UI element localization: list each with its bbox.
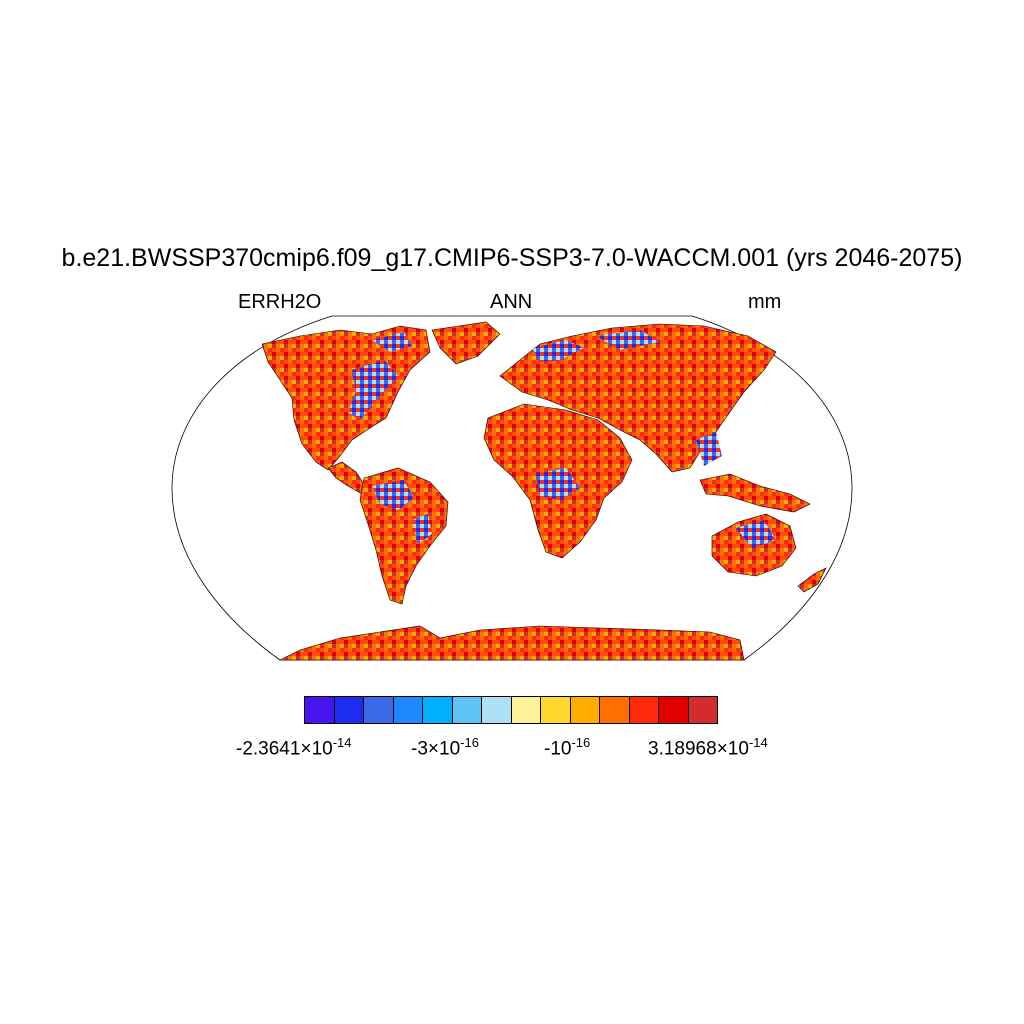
colorbar-swatch bbox=[659, 697, 689, 723]
colorbar-label-max: 3.18968×10-14 bbox=[648, 735, 768, 760]
colorbar-swatch bbox=[452, 697, 482, 723]
colorbar bbox=[304, 696, 718, 724]
units-label: mm bbox=[748, 291, 782, 313]
colorbar-label-2: -3×10-16 bbox=[411, 735, 479, 760]
colorbar-swatch bbox=[364, 697, 394, 723]
colorbar-swatch bbox=[423, 697, 453, 723]
colorbar-swatch bbox=[334, 697, 364, 723]
eurasia-landmass bbox=[499, 323, 777, 473]
colorbar-swatch bbox=[570, 697, 600, 723]
colorbar-swatch bbox=[688, 697, 717, 723]
colorbar-swatch bbox=[600, 697, 630, 723]
colorbar-swatch bbox=[305, 697, 335, 723]
greenland-landmass bbox=[431, 321, 501, 365]
season-label: ANN bbox=[490, 291, 533, 313]
colorbar-swatch bbox=[482, 697, 512, 723]
antarctica-landmass bbox=[279, 625, 745, 661]
colorbar-label-min: -2.3641×10-14 bbox=[236, 735, 352, 760]
colorbar-swatch bbox=[541, 697, 571, 723]
colorbar-label-3: -10-16 bbox=[544, 735, 591, 760]
plot-title: b.e21.BWSSP370cmip6.f09_g17.CMIP6-SSP3-7… bbox=[61, 244, 963, 272]
new-zealand-landmass bbox=[797, 567, 827, 593]
maritime-asia-landmass bbox=[699, 473, 811, 513]
variable-label: ERRH2O bbox=[238, 291, 322, 313]
colorbar-swatch bbox=[393, 697, 423, 723]
north-america-landmass bbox=[261, 325, 431, 471]
colorbar-swatch bbox=[629, 697, 659, 723]
colorbar-swatch bbox=[511, 697, 541, 723]
